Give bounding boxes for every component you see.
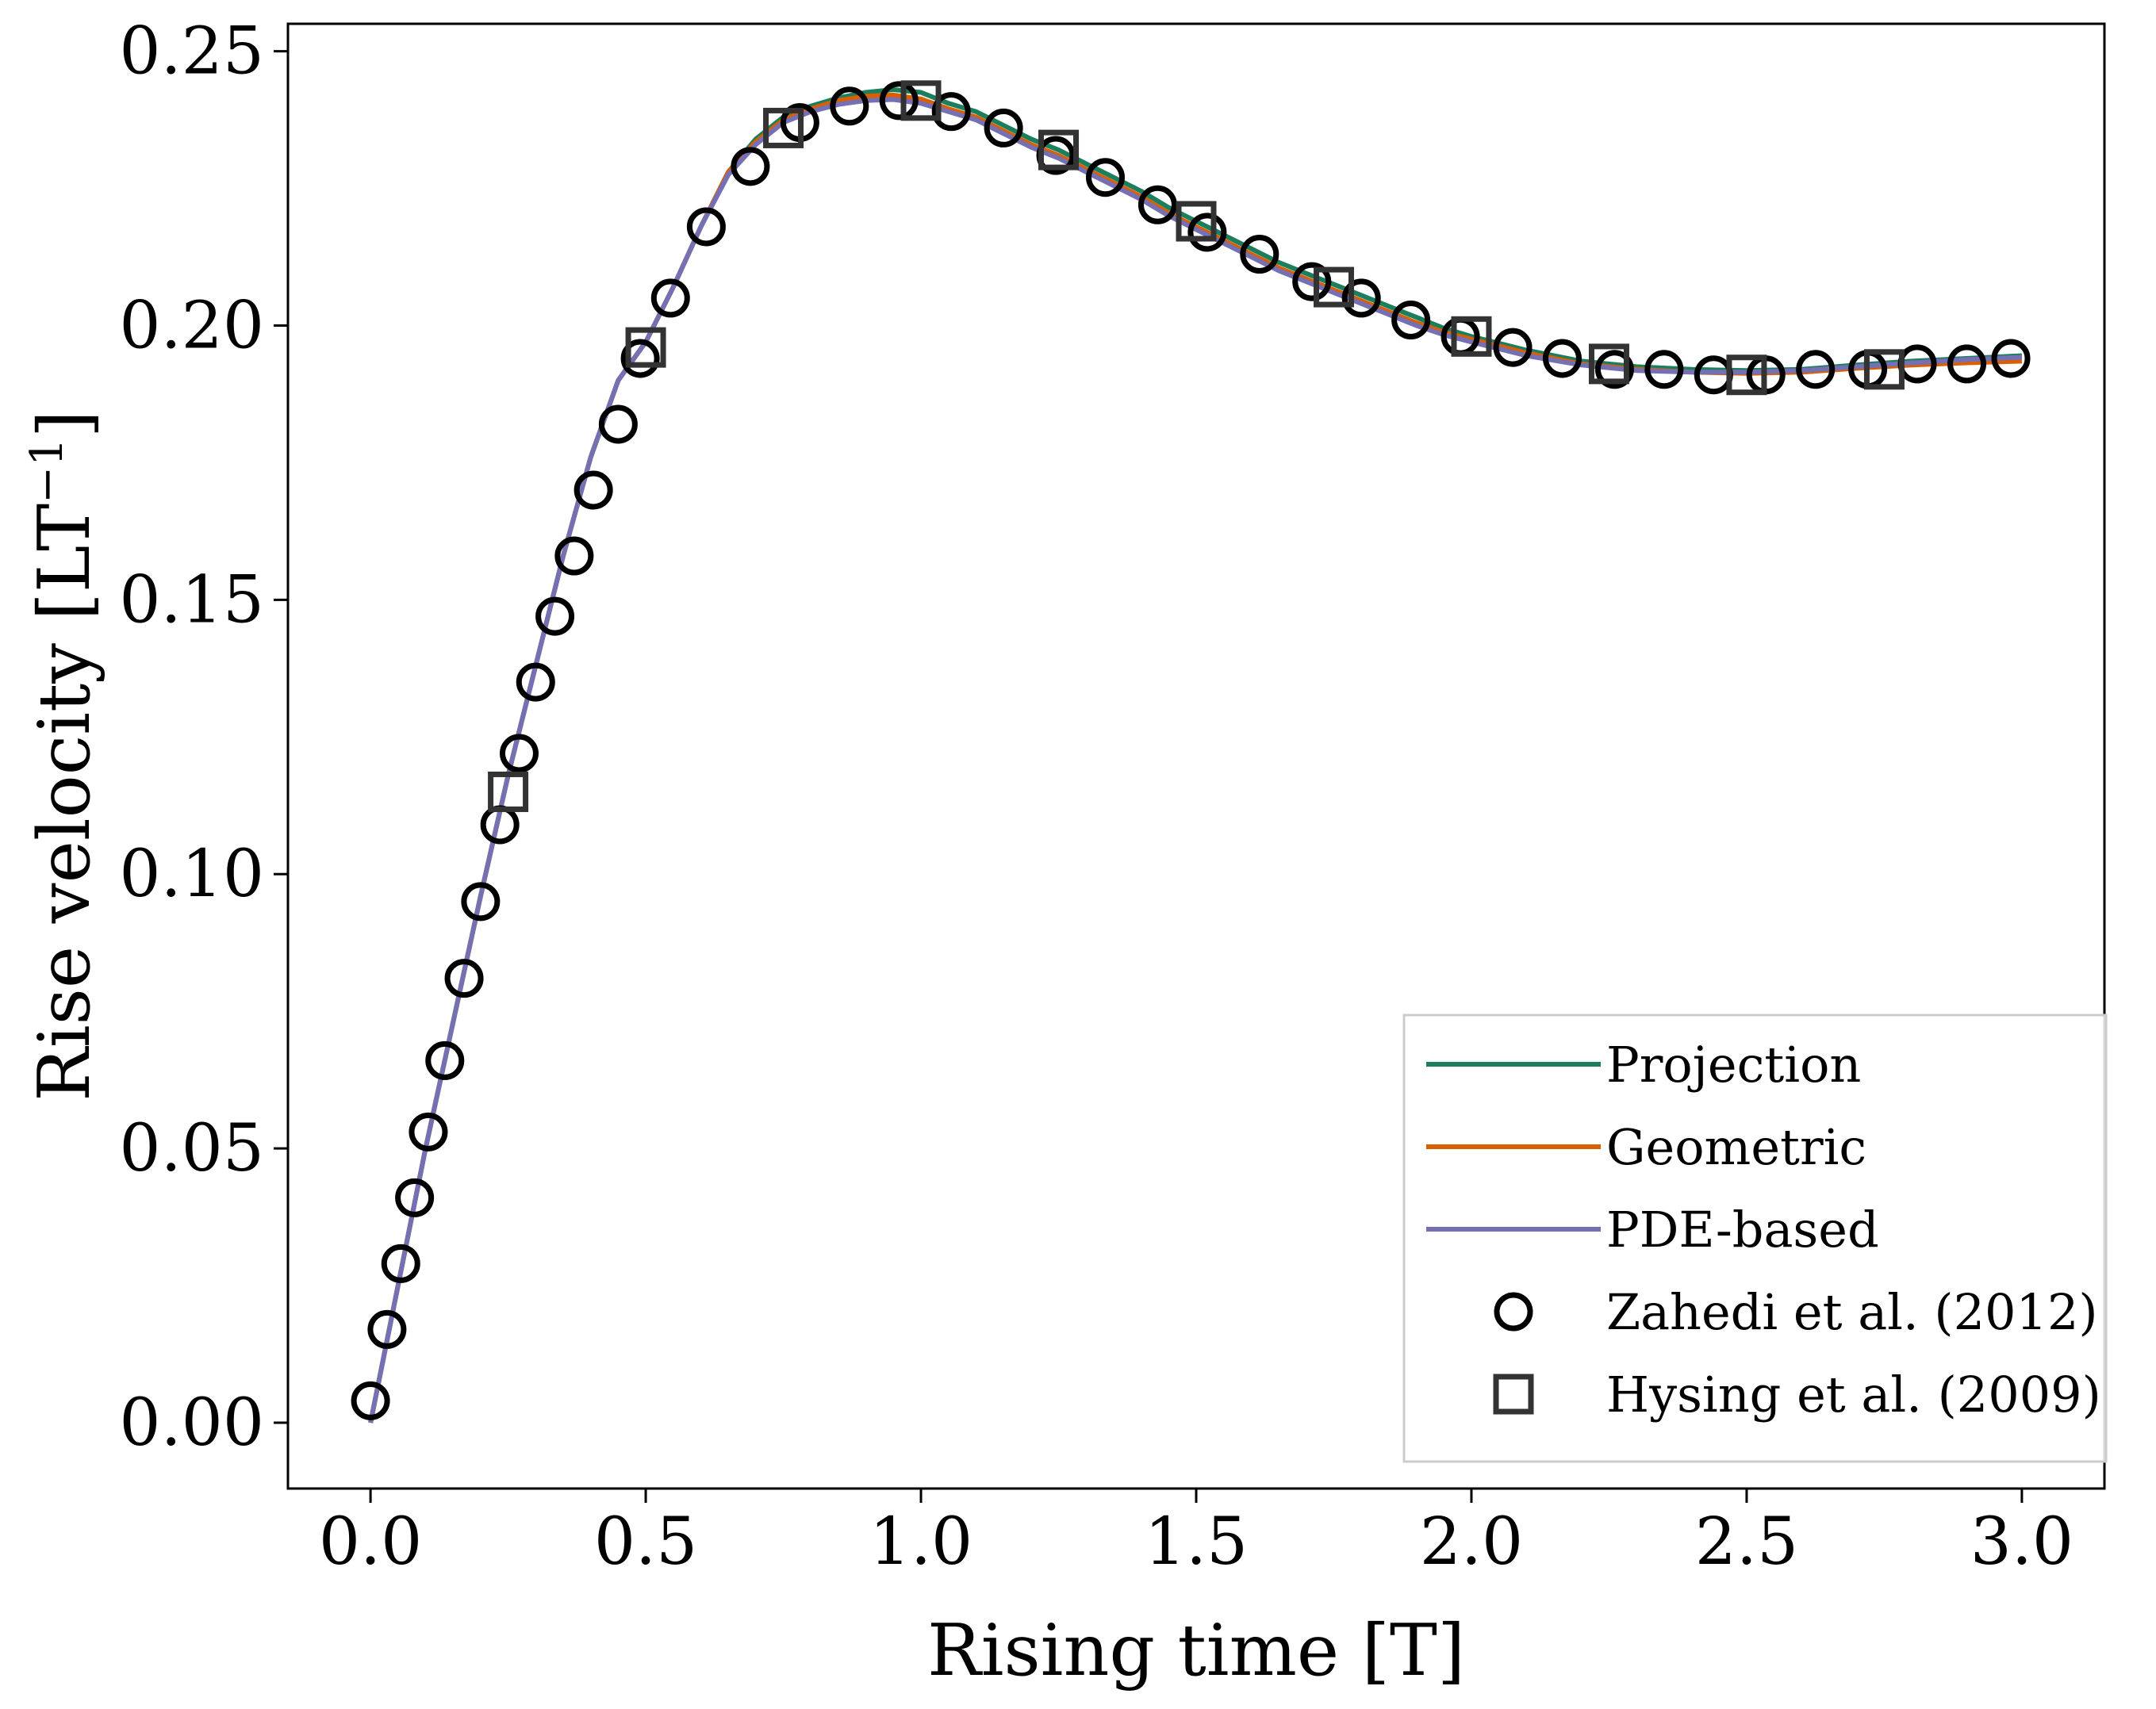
zahedi-data-point [879, 81, 919, 121]
zahedi-data-point [1594, 350, 1634, 389]
zahedi-data-point [381, 1243, 420, 1283]
y-tick-label: 0.20 [119, 288, 264, 363]
y-tick-label: 0.05 [119, 1111, 264, 1186]
hysing-data-point [625, 327, 666, 368]
zahedi-data-point [351, 1381, 390, 1420]
x-tick-label: 0.0 [319, 1504, 422, 1580]
zahedi-data-point [461, 882, 501, 922]
x-tick-label: 1.5 [1145, 1504, 1248, 1580]
legend-item: Zahedi et al. (2012) [1494, 1283, 2098, 1341]
legend-item: PDE-based [1426, 1201, 1879, 1259]
zahedi-data-point [1137, 185, 1177, 224]
x-axis-title: Rising time [T] [927, 1609, 1465, 1692]
zahedi-data-point [1187, 213, 1227, 252]
zahedi-data-point [1542, 339, 1582, 378]
zahedi-data-point [444, 959, 484, 998]
legend-label: Zahedi et al. (2012) [1606, 1283, 2098, 1341]
y-axis-title-suffix: ] [23, 410, 106, 438]
legend-label: Hysing et al. (2009) [1606, 1366, 2101, 1424]
zahedi-data-point [1991, 339, 2031, 378]
zahedi-data-point [1947, 344, 1987, 384]
hysing-data-point [900, 80, 942, 121]
zahedi-data-point [598, 404, 638, 444]
legend-square-swatch [1493, 1374, 1534, 1415]
legend-item: Projection [1426, 1036, 1861, 1094]
hysing-data-point [1863, 349, 1905, 390]
zahedi-data-point [830, 86, 869, 126]
legend-label: Geometric [1606, 1118, 1866, 1176]
zahedi-data-point [620, 339, 660, 378]
hysing-data-point [488, 771, 529, 812]
zahedi-data-point [650, 278, 690, 318]
zahedi-data-point [686, 207, 726, 247]
legend: Projection Geometric PDE-based Zahedi et al… [1402, 1014, 2108, 1463]
y-tick-label: 0.25 [119, 14, 264, 90]
y-tick-label: 0.10 [119, 837, 264, 912]
zahedi-data-point [516, 662, 555, 702]
legend-label: PDE-based [1606, 1201, 1879, 1259]
x-axis-ticks: 0.0 0.5 1.0 1.5 2.0 2.5 3.0 [319, 1489, 2074, 1580]
zahedi-data-point [535, 596, 575, 636]
hysing-data-point [1313, 266, 1354, 308]
zahedi-data-point [1341, 278, 1381, 318]
hysing-data-point [1176, 201, 1217, 242]
zahedi-data-point [1493, 328, 1533, 367]
zahedi-data-point [425, 1040, 465, 1080]
zahedi-data-point [731, 147, 770, 186]
zahedi-data-point [395, 1178, 435, 1217]
zahedi-data-point [1391, 301, 1431, 340]
hysing-data-point [1726, 354, 1767, 396]
legend-circle-swatch [1494, 1292, 1533, 1332]
y-axis-title-sup: −1 [21, 438, 73, 504]
series-layer [351, 80, 2031, 1424]
hysing-data-point [1588, 343, 1629, 385]
y-tick-label: 0.00 [119, 1385, 264, 1461]
y-tick-label: 0.15 [119, 562, 264, 638]
x-tick-label: 3.0 [1970, 1504, 2074, 1580]
legend-item: Geometric [1426, 1118, 1866, 1176]
series-line-pde-based [368, 97, 2023, 1424]
legend-item: Hysing et al. (2009) [1493, 1366, 2101, 1424]
zahedi-data-point [554, 536, 594, 576]
legend-label: Projection [1606, 1036, 1861, 1094]
zahedi-data-point [984, 108, 1023, 148]
zahedi-data-point [409, 1112, 448, 1151]
hysing-data-point [1451, 316, 1492, 357]
hysing-data-point [763, 107, 804, 148]
hysing-data-point [1038, 129, 1080, 171]
x-tick-label: 0.5 [594, 1504, 697, 1580]
zahedi-data-point [574, 470, 613, 510]
zahedi-data-point [367, 1309, 407, 1349]
y-axis-title: Rise velocity [LT−1] [21, 410, 106, 1102]
legend-frame [1402, 1014, 2108, 1463]
zahedi-data-point [1796, 350, 1836, 389]
y-axis-ticks: 0.00 0.05 0.10 0.15 0.20 0.25 [119, 14, 288, 1461]
x-tick-label: 1.0 [869, 1504, 973, 1580]
y-axis-title-main: Rise velocity [LT [23, 504, 106, 1102]
zahedi-data-point [931, 92, 971, 132]
zahedi-data-point [1086, 158, 1125, 197]
x-tick-label: 2.5 [1695, 1504, 1798, 1580]
zahedi-data-point [1240, 235, 1279, 274]
zahedi-data-point [499, 734, 539, 773]
zahedi-data-point [1292, 262, 1332, 301]
x-tick-label: 2.0 [1420, 1504, 1523, 1580]
zahedi-data-point [1644, 350, 1684, 389]
